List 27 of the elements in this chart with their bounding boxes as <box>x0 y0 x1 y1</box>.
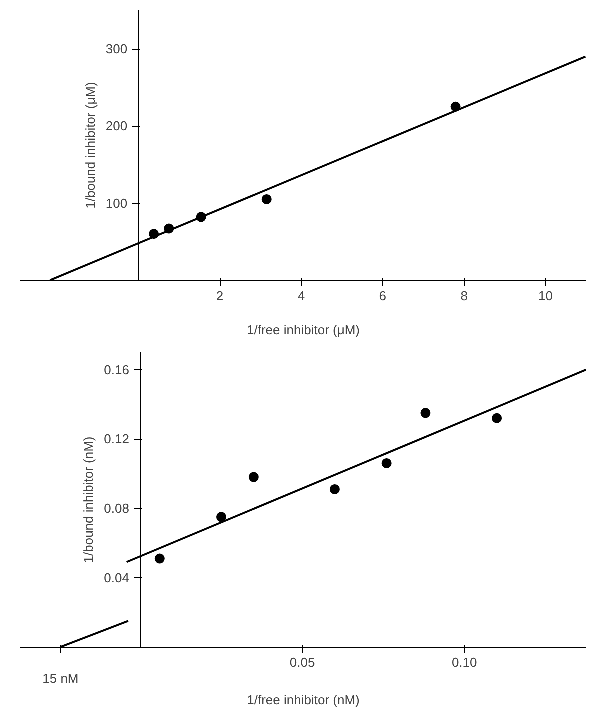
point <box>248 472 259 482</box>
y-tick-label: 0.12 <box>104 432 130 447</box>
y-tick-label: 200 <box>106 118 128 134</box>
point <box>492 413 502 424</box>
annotation: 15 nM <box>42 671 79 686</box>
y-tick-label: 0.16 <box>104 362 130 378</box>
y-axis-title: 1/bound inhibitor (nM) <box>81 436 96 564</box>
point <box>382 458 392 468</box>
point <box>262 194 272 204</box>
x-tick-label: 8 <box>460 288 468 304</box>
x-tick-label: 6 <box>379 288 387 304</box>
x-tick-label: 0.05 <box>290 655 316 670</box>
x-axis-title: 1/free inhibitor (μM) <box>247 322 360 338</box>
y-axis-title: 1/bound inhibitor (μM) <box>82 82 98 209</box>
x-tick-label: 0.10 <box>452 655 478 670</box>
y-tick-label: 300 <box>106 42 128 57</box>
point <box>420 408 431 418</box>
point <box>330 484 340 494</box>
x-tick-label: 4 <box>298 288 306 304</box>
x-tick-label: 10 <box>538 288 554 304</box>
x-axis-title: 1/free inhibitor (nM) <box>247 692 360 708</box>
y-tick-label: 0.04 <box>104 570 130 586</box>
y-tick-label: 100 <box>106 196 128 211</box>
y-tick-label: 0.08 <box>104 501 130 516</box>
x-tick-label: 2 <box>216 288 224 304</box>
point <box>154 554 165 564</box>
point <box>216 512 226 522</box>
